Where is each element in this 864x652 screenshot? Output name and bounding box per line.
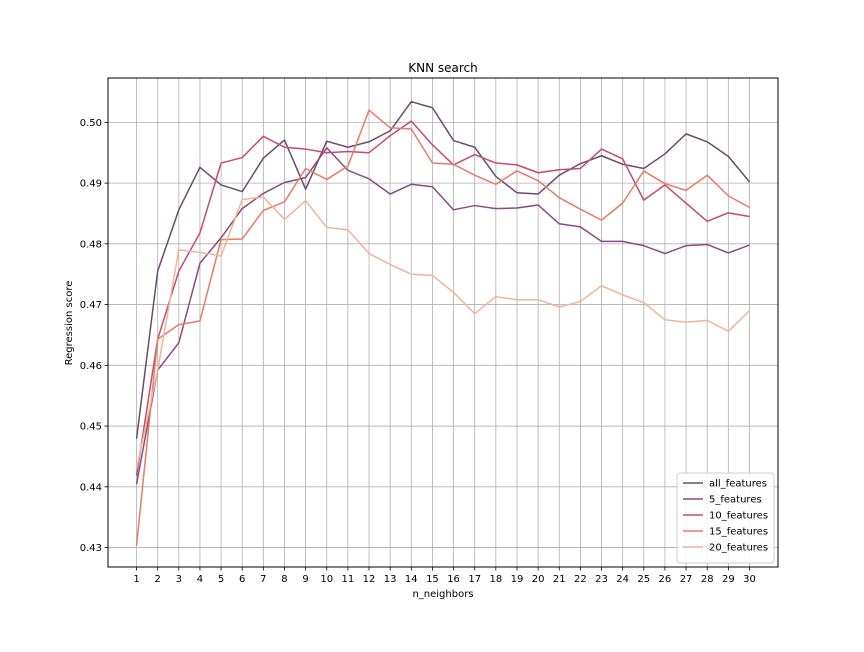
legend: all_features 5_features 10_features 15_feat… xyxy=(676,472,775,564)
x-tick-label: 21 xyxy=(553,574,566,585)
y-tick-label: 0.47 xyxy=(80,300,102,311)
grid xyxy=(108,78,778,567)
y-tick-label: 0.44 xyxy=(80,482,102,493)
y-tick-label: 0.48 xyxy=(80,239,102,250)
x-tick-label: 6 xyxy=(239,574,245,585)
y-tick-label: 0.45 xyxy=(80,422,102,433)
y-tick-label: 0.49 xyxy=(80,179,102,190)
series-line-5_features xyxy=(135,147,750,485)
y-axis-ticks: 0.43 0.44 0.45 0.46 0.47 0.48 0.49 0.50 xyxy=(80,118,108,554)
x-tick-label: 14 xyxy=(405,574,418,585)
x-tick-label: 18 xyxy=(489,574,502,585)
x-axis-ticks: 1 2 3 4 5 6 7 8 9 10 11 12 13 14 15 16 17 18 19 20 21 22 23 24 2… xyxy=(133,567,756,585)
legend-entry: 5_features xyxy=(709,495,762,506)
x-tick-label: 5 xyxy=(218,574,224,585)
x-tick-label: 30 xyxy=(743,574,756,585)
x-tick-label: 3 xyxy=(176,574,182,585)
x-tick-label: 19 xyxy=(511,574,524,585)
x-tick-label: 2 xyxy=(154,574,160,585)
x-tick-label: 23 xyxy=(595,574,608,585)
x-tick-label: 20 xyxy=(532,574,545,585)
legend-entry: 10_features xyxy=(709,511,768,522)
x-tick-label: 25 xyxy=(637,574,650,585)
y-axis-label: Regression score xyxy=(64,281,75,366)
x-tick-label: 29 xyxy=(722,574,735,585)
x-tick-label: 27 xyxy=(680,574,693,585)
x-tick-label: 15 xyxy=(426,574,439,585)
legend-entry: all_features xyxy=(709,479,767,490)
x-tick-label: 8 xyxy=(281,574,287,585)
legend-entry: 15_features xyxy=(709,527,768,538)
x-tick-label: 24 xyxy=(616,574,629,585)
x-tick-label: 11 xyxy=(342,574,355,585)
x-tick-label: 12 xyxy=(363,574,376,585)
y-tick-label: 0.50 xyxy=(80,118,102,129)
y-tick-label: 0.43 xyxy=(80,543,102,554)
x-axis-label: n_neighbors xyxy=(412,589,473,600)
series-line-20_features xyxy=(135,196,750,469)
series-line-all_features xyxy=(135,100,751,439)
x-tick-label: 26 xyxy=(659,574,672,585)
x-tick-label: 1 xyxy=(133,574,139,585)
x-tick-label: 10 xyxy=(320,574,333,585)
plot-frame xyxy=(107,77,779,568)
x-tick-label: 7 xyxy=(260,574,266,585)
x-tick-label: 13 xyxy=(384,574,397,585)
legend-box xyxy=(676,472,775,564)
series-line-10_features xyxy=(135,120,750,476)
series-line-15_features xyxy=(135,109,750,546)
x-tick-label: 4 xyxy=(197,574,203,585)
x-tick-label: 22 xyxy=(574,574,587,585)
x-tick-label: 16 xyxy=(447,574,460,585)
chart-title: KNN search xyxy=(408,61,478,75)
legend-entry: 20_features xyxy=(709,543,768,554)
x-tick-label: 9 xyxy=(302,574,308,585)
series-lines xyxy=(135,100,751,546)
x-tick-label: 28 xyxy=(701,574,714,585)
x-tick-label: 17 xyxy=(468,574,481,585)
y-tick-label: 0.46 xyxy=(80,361,102,372)
